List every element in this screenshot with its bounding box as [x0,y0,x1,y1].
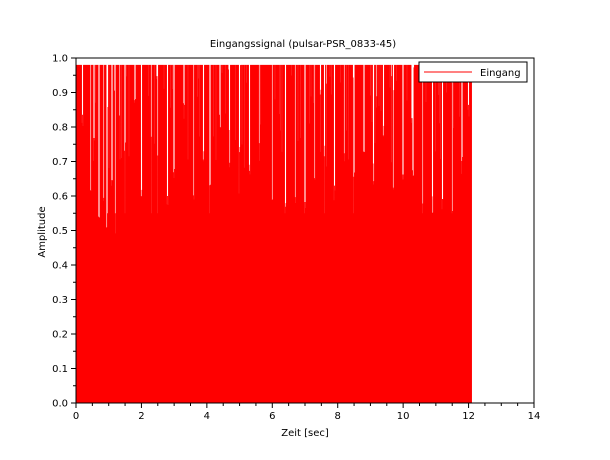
y-axis: 0.0 0.1 0.2 0.3 0.4 0.5 0.6 0.7 0.8 0.9 1.0 [52,54,76,410]
x-tick-label: 4 [204,411,210,422]
y-tick-label: 0.9 [52,88,68,99]
signal-trace [75,64,472,403]
x-tick-label: 2 [138,411,144,422]
x-tick-label: 8 [335,411,341,422]
legend-label: Eingang [480,68,521,79]
x-tick-label: 14 [528,411,541,422]
y-tick-label: 0.5 [52,226,68,237]
y-tick-label: 0.2 [52,330,68,341]
y-tick-label: 0.4 [52,261,68,272]
x-axis-label: Zeit [sec] [281,428,329,439]
x-tick-label: 6 [269,411,275,422]
y-tick-label: 0.8 [52,123,68,134]
x-tick-label: 12 [462,411,475,422]
y-tick-label: 0.3 [52,295,68,306]
x-axis: 0 2 4 6 8 10 12 14 [73,403,541,422]
y-tick-label: 0.6 [52,192,68,203]
y-tick-label: 1.0 [52,54,68,65]
legend: Eingang [418,61,528,83]
x-tick-label: 10 [397,411,410,422]
signal-series [75,64,472,403]
y-tick-label: 0.7 [52,157,68,168]
y-tick-label: 0.0 [52,399,68,410]
legend-box [418,61,528,83]
chart-title: Eingangssignal (pulsar-PSR_0833-45) [210,39,396,50]
x-tick-label: 0 [73,411,79,422]
y-axis-label: Amplitude [37,206,48,257]
y-tick-label: 0.1 [52,364,68,375]
